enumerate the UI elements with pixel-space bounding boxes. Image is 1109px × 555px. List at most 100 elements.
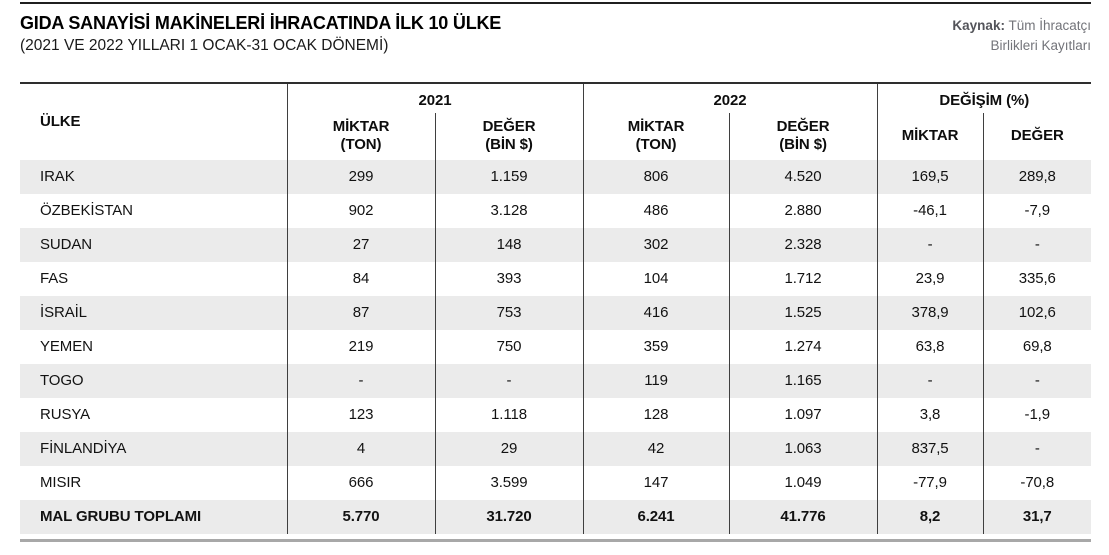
value-cell: 837,5 bbox=[876, 431, 984, 466]
value-cell: 289,8 bbox=[982, 159, 1092, 194]
value-cell: 3,8 bbox=[876, 397, 984, 432]
value-cell: 42 bbox=[582, 431, 730, 466]
value-cell: 219 bbox=[286, 329, 435, 364]
page-title: GIDA SANAYİSİ MAKİNELERİ İHRACATINDA İLK… bbox=[20, 13, 502, 33]
value-cell: 359 bbox=[582, 329, 730, 364]
country-cell: YEMEN bbox=[40, 338, 93, 355]
value-cell: 3.128 bbox=[434, 193, 584, 228]
value-cell: 750 bbox=[434, 329, 584, 364]
value-cell: - bbox=[876, 363, 984, 398]
value-cell: 378,9 bbox=[876, 295, 984, 330]
title-block: GIDA SANAYİSİ MAKİNELERİ İHRACATINDA İLK… bbox=[20, 13, 501, 55]
value-cell: - bbox=[982, 363, 1092, 398]
column-group-change: DEĞİŞİM (%) bbox=[876, 82, 1092, 113]
value-cell: 1.159 bbox=[434, 159, 584, 194]
value-cell: 69,8 bbox=[982, 329, 1092, 364]
bottom-divider bbox=[20, 538, 1091, 542]
value-cell: 128 bbox=[582, 397, 730, 432]
group-header-row: ÜLKE 2021 2022 DEĞİŞİM (%) bbox=[20, 82, 1092, 130]
source-text-1: Tüm İhracatçı bbox=[1008, 18, 1091, 33]
value-cell: -1,9 bbox=[982, 397, 1092, 432]
source-text-2: Birlikleri Kayıtları bbox=[990, 38, 1091, 54]
source-label: Kaynak: bbox=[952, 18, 1005, 33]
value-cell: 147 bbox=[582, 465, 730, 500]
value-cell: 29 bbox=[434, 431, 584, 466]
column-group-2021: 2021 bbox=[286, 82, 584, 113]
table-body: IRAK 299 1.159 806 4.520 169,5 289,8 ÖZBEKİSTAN… bbox=[20, 159, 1092, 534]
table-header: ÜLKE 2021 2022 DEĞİŞİM (%) MİKTAR (TON) D… bbox=[20, 82, 1092, 160]
value-cell: 5.770 bbox=[286, 499, 435, 534]
country-cell: IRAK bbox=[40, 168, 75, 185]
table-row: ÖZBEKİSTAN 902 3.128 486 2.880 -46,1 -7,9 bbox=[20, 193, 1092, 228]
source-line-1: Kaynak: Tüm İhracatçı bbox=[952, 16, 1091, 36]
value-cell: 416 bbox=[582, 295, 730, 330]
infographic-page: GIDA SANAYİSİ MAKİNELERİ İHRACATINDA İLK… bbox=[0, 2, 1109, 542]
value-cell: 302 bbox=[582, 227, 730, 262]
value-cell: -70,8 bbox=[982, 465, 1092, 500]
value-cell: 27 bbox=[286, 227, 435, 262]
value-cell: 1.165 bbox=[728, 363, 878, 398]
value-cell: 3.599 bbox=[434, 465, 584, 500]
country-cell: TOGO bbox=[40, 372, 84, 389]
value-cell: 2.880 bbox=[728, 193, 878, 228]
value-cell: 1.525 bbox=[728, 295, 878, 330]
source-note: Kaynak: Tüm İhracatçı Birlikleri Kayıtla… bbox=[952, 13, 1091, 57]
country-cell: FİNLANDİYA bbox=[40, 440, 127, 457]
value-cell: 4 bbox=[286, 431, 435, 466]
value-cell: 1.118 bbox=[434, 397, 584, 432]
table-row: YEMEN 219 750 359 1.274 63,8 69,8 bbox=[20, 329, 1092, 364]
value-cell: 902 bbox=[286, 193, 435, 228]
value-cell: 666 bbox=[286, 465, 435, 500]
country-cell: ÖZBEKİSTAN bbox=[40, 202, 133, 219]
table-row: İSRAİL 87 753 416 1.525 378,9 102,6 bbox=[20, 295, 1092, 330]
value-cell: 6.241 bbox=[582, 499, 730, 534]
header-line: (BİN $) bbox=[485, 136, 533, 153]
header-line: (TON) bbox=[635, 136, 677, 153]
table-row: FİNLANDİYA 4 29 42 1.063 837,5- bbox=[20, 431, 1092, 466]
value-cell: 2.328 bbox=[728, 227, 878, 262]
column-header-2021-deger: DEĞER (BİN $) bbox=[434, 112, 584, 160]
value-cell: 23,9 bbox=[876, 261, 984, 296]
value-cell: 148 bbox=[434, 227, 584, 262]
country-cell: RUSYA bbox=[40, 406, 91, 423]
page-subtitle: (2021 VE 2022 YILLARI 1 OCAK-31 OCAK DÖN… bbox=[20, 36, 389, 54]
column-header-2021-miktar: MİKTAR (TON) bbox=[286, 112, 435, 160]
value-cell: 84 bbox=[286, 261, 435, 296]
value-cell: 1.712 bbox=[728, 261, 878, 296]
value-cell: 31,7 bbox=[982, 499, 1092, 534]
value-cell: 335,6 bbox=[982, 261, 1092, 296]
header-line: MİKTAR bbox=[901, 127, 959, 145]
column-group-2022: 2022 bbox=[582, 82, 878, 113]
value-cell: -77,9 bbox=[876, 465, 984, 500]
table-row: MISIR 666 3.599 147 1.049 -77,9 -70,8 bbox=[20, 465, 1092, 500]
value-cell: -7,9 bbox=[982, 193, 1092, 228]
value-cell: - bbox=[876, 227, 984, 262]
value-cell: 393 bbox=[434, 261, 584, 296]
header-line: DEĞER bbox=[1010, 127, 1064, 145]
value-cell: 102,6 bbox=[982, 295, 1092, 330]
value-cell: 486 bbox=[582, 193, 730, 228]
country-cell: İSRAİL bbox=[40, 304, 87, 321]
header-line: DEĞER bbox=[776, 118, 830, 136]
value-cell: -46,1 bbox=[876, 193, 984, 228]
country-cell: FAS bbox=[40, 270, 69, 287]
value-cell: - bbox=[434, 363, 584, 398]
export-table: ÜLKE 2021 2022 DEĞİŞİM (%) MİKTAR (TON) D… bbox=[20, 81, 1092, 534]
value-cell: 1.097 bbox=[728, 397, 878, 432]
table-row: FAS 84 393 104 1.712 23,9 335,6 bbox=[20, 261, 1092, 296]
value-cell: - bbox=[982, 227, 1092, 262]
value-cell: 753 bbox=[434, 295, 584, 330]
sub-header-row: MİKTAR (TON) DEĞER (BİN $) MİKTAR (TON) DEĞ… bbox=[20, 112, 1092, 160]
header-line: MİKTAR bbox=[332, 118, 390, 136]
table-row: RUSYA 123 1.118 128 1.097 3,8 -1,9 bbox=[20, 397, 1092, 432]
value-cell: 4.520 bbox=[728, 159, 878, 194]
table-row: IRAK 299 1.159 806 4.520 169,5 289,8 bbox=[20, 159, 1092, 194]
header-line: (TON) bbox=[340, 136, 382, 153]
value-cell: 1.274 bbox=[728, 329, 878, 364]
country-cell: MISIR bbox=[40, 474, 82, 491]
value-cell: 1.049 bbox=[728, 465, 878, 500]
table-total-row: MAL GRUBU TOPLAMI 5.770 31.720 6.241 41.776 8… bbox=[20, 499, 1092, 534]
header-line: MİKTAR bbox=[627, 118, 685, 136]
column-header-change-miktar: MİKTAR bbox=[876, 112, 984, 160]
value-cell: - bbox=[286, 363, 435, 398]
